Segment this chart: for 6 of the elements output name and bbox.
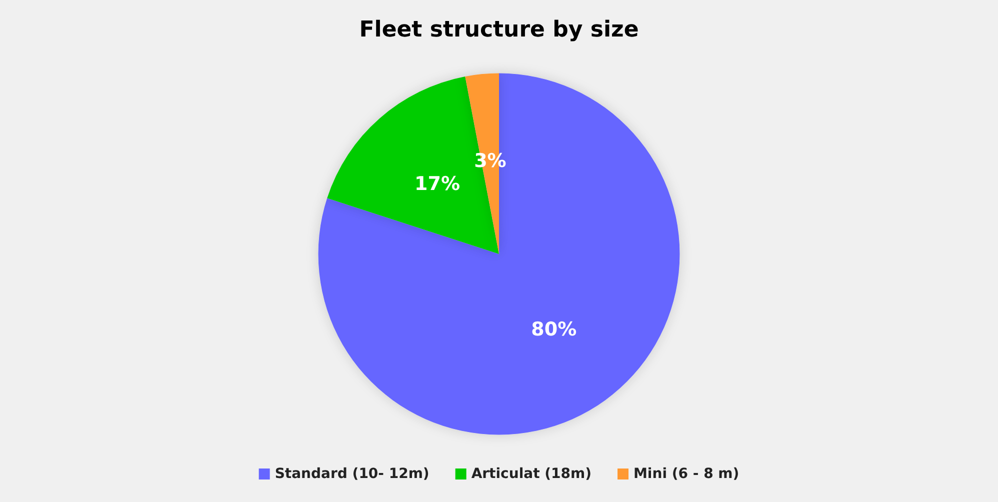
data-label: 17% [414, 172, 460, 195]
legend-label: Mini (6 - 8 m) [634, 466, 740, 482]
legend-label: Standard (10- 12m) [274, 466, 430, 482]
chart-title: Fleet structure by size [359, 18, 639, 42]
legend-label: Articulat (18m) [471, 466, 592, 482]
data-label: 80% [531, 318, 577, 341]
